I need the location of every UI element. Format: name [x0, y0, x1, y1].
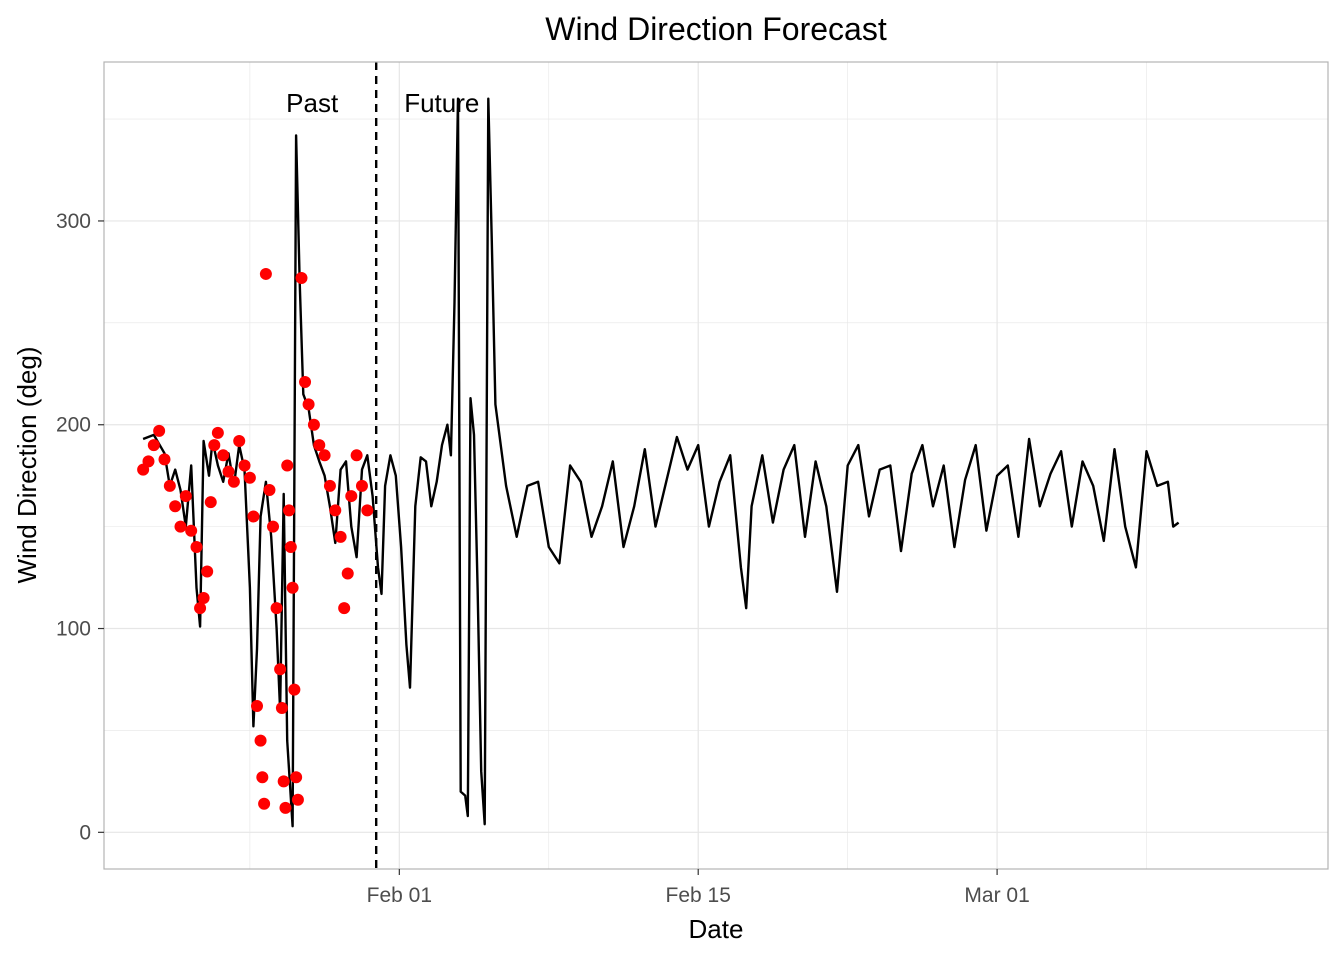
observed-point: [259, 267, 272, 280]
y-tick-label: 200: [56, 414, 91, 437]
observed-point: [197, 591, 210, 604]
observed-point: [256, 771, 269, 784]
observed-point: [338, 602, 351, 615]
gridlines: [104, 62, 1328, 869]
observed-point: [238, 459, 251, 472]
observed-point: [208, 439, 221, 452]
observed-point: [290, 771, 303, 784]
observed-point: [275, 702, 288, 715]
x-tick-label: Feb 15: [666, 884, 731, 907]
observed-point: [355, 479, 368, 492]
observed-point: [350, 449, 363, 462]
observed-point: [185, 524, 198, 537]
observed-point: [263, 483, 276, 496]
observed-point: [361, 504, 374, 517]
observed-points-series: [137, 267, 374, 814]
observed-point: [169, 500, 182, 513]
observed-point: [284, 541, 297, 554]
observed-point: [299, 375, 312, 388]
observed-point: [274, 663, 287, 676]
observed-point: [302, 398, 315, 411]
y-tick-label: 100: [56, 618, 91, 641]
observed-point: [323, 479, 336, 492]
observed-point: [279, 801, 292, 814]
observed-point: [247, 510, 260, 523]
observed-point: [254, 734, 267, 747]
panel-border: [103, 61, 1329, 870]
observed-point: [211, 426, 224, 439]
observed-point: [267, 520, 280, 533]
y-tick-label: 300: [56, 210, 91, 233]
y-tick-label: 0: [79, 821, 91, 844]
observed-point: [270, 602, 283, 615]
x-axis-title: Date: [689, 914, 744, 944]
x-axis-ticks: Feb 01 Feb 15 Mar 01: [367, 869, 1030, 907]
x-tick-label: Feb 01: [367, 884, 432, 907]
observed-point: [243, 471, 256, 484]
observed-point: [204, 496, 217, 509]
observed-point: [307, 418, 320, 431]
observed-point: [251, 699, 263, 712]
y-axis-title: Wind Direction (deg): [12, 347, 42, 584]
y-axis-ticks: 0 100 200 300: [56, 210, 104, 844]
observed-point: [283, 504, 296, 517]
observed-point: [142, 455, 155, 468]
observed-point: [174, 520, 187, 533]
annotation-future: Future: [404, 88, 479, 118]
observed-point: [158, 453, 171, 466]
observed-point: [233, 435, 246, 448]
observed-point: [227, 475, 240, 488]
past-future-split: Past Future: [286, 62, 479, 869]
chart-title: Wind Direction Forecast: [545, 11, 887, 47]
observed-point: [334, 530, 347, 543]
observed-point: [163, 479, 176, 492]
observed-point: [295, 272, 308, 285]
observed-point: [291, 793, 304, 806]
observed-point: [194, 602, 207, 615]
observed-point: [153, 424, 166, 437]
observed-point: [329, 504, 342, 517]
x-tick-label: Mar 01: [964, 884, 1029, 907]
observed-point: [190, 541, 203, 554]
forecast-line: [142, 97, 1180, 828]
observed-point: [277, 775, 290, 788]
observed-point: [222, 465, 235, 478]
observed-point: [345, 490, 358, 503]
observed-point: [217, 449, 230, 462]
forecast-line-series: [142, 97, 1180, 828]
observed-point: [147, 439, 160, 452]
observed-point: [318, 449, 331, 462]
observed-point: [179, 490, 192, 503]
observed-point: [288, 683, 301, 696]
observed-point: [281, 459, 294, 472]
observed-point: [313, 439, 326, 452]
observed-point: [258, 797, 271, 810]
observed-point: [341, 567, 354, 580]
observed-point: [201, 565, 214, 578]
annotation-past: Past: [286, 88, 339, 118]
observed-point: [286, 581, 299, 594]
